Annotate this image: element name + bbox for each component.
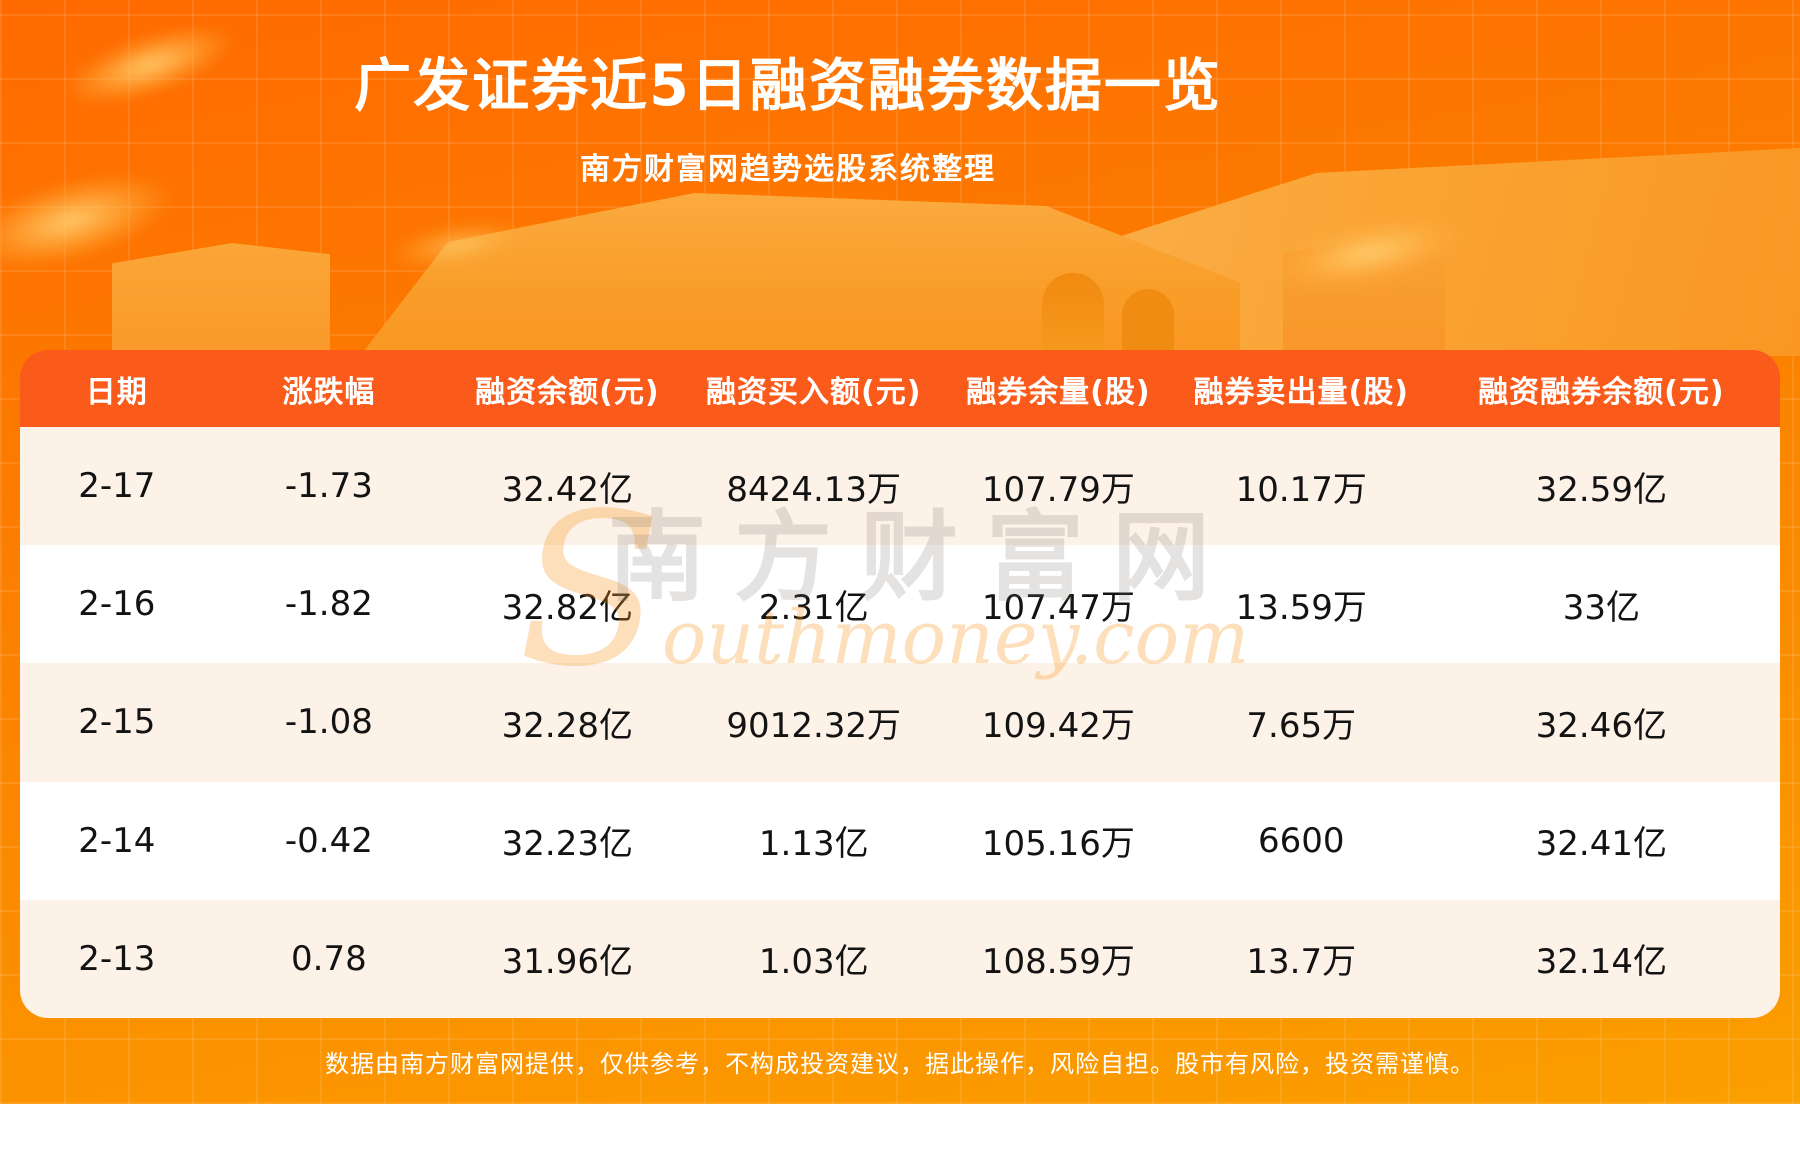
- header: 广发证券近5日融资融券数据一览 南方财富网趋势选股系统整理: [0, 0, 1576, 188]
- table-cell: -1.82: [284, 584, 373, 625]
- table-cell: 13.59万: [1235, 587, 1367, 628]
- margin-data-table: 日期 涨跌幅 融资余额(元) 融资买入额(元) 融券余量(股) 融券卖出量(股) 融资融券余…: [20, 350, 1780, 1018]
- page-subtitle: 南方财富网趋势选股系统整理: [580, 152, 996, 188]
- table-cell: 105.16万: [981, 824, 1135, 865]
- table-cell: 9012.32万: [726, 705, 902, 746]
- page-title: 广发证券近5日融资融券数据一览: [354, 53, 1222, 119]
- table-cell: -0.42: [284, 820, 373, 861]
- disclaimer-text: 数据由南方财富网提供，仅供参考，不构成投资建议，据此操作，风险自担。股市有风险，…: [325, 1050, 1475, 1078]
- table-cell: 107.79万: [981, 469, 1135, 510]
- table-cell: 32.14亿: [1535, 942, 1667, 983]
- table-cell: 2-17: [78, 466, 156, 507]
- column-header: 涨跌幅: [282, 374, 376, 410]
- table-cell: 31.96亿: [501, 942, 633, 983]
- table-cell: 32.46亿: [1535, 705, 1667, 746]
- table-cell: 32.23亿: [501, 824, 633, 865]
- table-cell: 32.41亿: [1535, 824, 1667, 865]
- table-cell: 32.82亿: [501, 587, 633, 628]
- table-cell: 2.31亿: [758, 587, 869, 628]
- table-row: 2-14 -0.42 32.23亿 1.13亿 105.16万 6600 32.41亿: [20, 781, 1780, 900]
- table-cell: 8424.13万: [726, 469, 902, 510]
- column-header: 融资余额(元): [475, 374, 660, 410]
- table-cell: 33亿: [1562, 587, 1640, 628]
- table-cell: -1.73: [284, 466, 373, 507]
- table-cell: 7.65万: [1246, 705, 1357, 746]
- table-cell: 107.47万: [981, 587, 1135, 628]
- bottom-white-strip: [0, 1104, 1800, 1150]
- table-head-row: 日期 涨跌幅 融资余额(元) 融资买入额(元) 融券余量(股) 融券卖出量(股) 融资融券余…: [20, 350, 1780, 427]
- table-cell: 2-14: [78, 820, 156, 861]
- table-row: 2-13 0.78 31.96亿 1.03亿 108.59万 13.7万 32.14亿: [20, 899, 1780, 1018]
- column-header: 融券卖出量(股): [1193, 374, 1409, 410]
- table-cell: 2-13: [78, 938, 156, 979]
- table-cell: 2-16: [78, 584, 156, 625]
- column-header: 融资融券余额(元): [1478, 374, 1725, 410]
- table-cell: 0.78: [291, 938, 367, 979]
- table-cell: 32.28亿: [501, 705, 633, 746]
- table-row: 2-16 -1.82 32.82亿 2.31亿 107.47万 13.59万 33亿: [20, 545, 1780, 664]
- column-header: 融资买入额(元): [706, 374, 922, 410]
- table-cell: 2-15: [78, 702, 156, 743]
- table-cell: 1.13亿: [758, 824, 869, 865]
- margin-data-table-card: 日期 涨跌幅 融资余额(元) 融资买入额(元) 融券余量(股) 融券卖出量(股) 融资融券余…: [20, 350, 1780, 1018]
- table-cell: 109.42万: [981, 705, 1135, 746]
- table-row: 2-17 -1.73 32.42亿 8424.13万 107.79万 10.17万 32.5…: [20, 427, 1780, 546]
- table-row: 2-15 -1.08 32.28亿 9012.32万 109.42万 7.65万 32.46…: [20, 663, 1780, 782]
- table-cell: 6600: [1257, 820, 1345, 861]
- table-cell: 32.59亿: [1535, 469, 1667, 510]
- table-cell: -1.08: [284, 702, 373, 743]
- table-cell: 10.17万: [1235, 469, 1367, 510]
- table-cell: 32.42亿: [501, 469, 633, 510]
- table-cell: 108.59万: [981, 942, 1135, 983]
- column-header: 日期: [85, 374, 148, 410]
- table-cell: 13.7万: [1246, 942, 1357, 983]
- column-header: 融券余量(股): [966, 374, 1151, 410]
- table-cell: 1.03亿: [758, 942, 869, 983]
